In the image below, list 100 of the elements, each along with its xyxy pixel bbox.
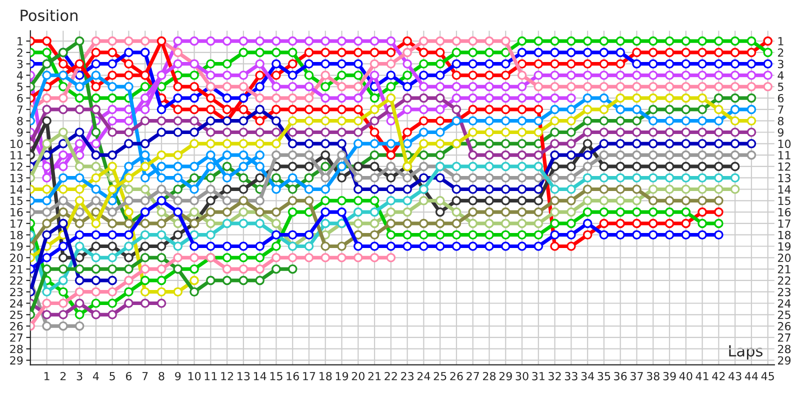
y2-tick-label: 7 bbox=[778, 106, 784, 114]
point bbox=[681, 207, 691, 217]
y-tick-label: 17 bbox=[10, 220, 23, 228]
point bbox=[419, 59, 428, 69]
point bbox=[140, 48, 150, 58]
point bbox=[435, 242, 445, 251]
point bbox=[746, 59, 756, 69]
point bbox=[190, 128, 199, 137]
point bbox=[500, 128, 510, 137]
point bbox=[58, 218, 68, 228]
point bbox=[124, 207, 134, 217]
point bbox=[91, 173, 101, 183]
point bbox=[648, 128, 658, 137]
point bbox=[320, 207, 330, 217]
point bbox=[337, 104, 346, 114]
point bbox=[74, 264, 84, 274]
point bbox=[599, 116, 609, 126]
point bbox=[304, 196, 314, 206]
point bbox=[288, 104, 298, 114]
point bbox=[468, 116, 478, 126]
x-tick-label: 11 bbox=[204, 372, 217, 380]
x-tick-label: 26 bbox=[450, 372, 463, 380]
point bbox=[500, 36, 510, 46]
point bbox=[468, 173, 478, 183]
point bbox=[370, 128, 380, 137]
point bbox=[746, 128, 756, 137]
x-tick-label: 5 bbox=[110, 372, 115, 380]
point bbox=[58, 139, 68, 148]
point bbox=[534, 242, 544, 251]
y-tick-label: 5 bbox=[17, 82, 22, 92]
x-tick-label: 16 bbox=[286, 372, 299, 380]
point bbox=[402, 196, 412, 206]
point bbox=[91, 139, 101, 148]
point bbox=[648, 218, 658, 228]
point bbox=[452, 104, 462, 114]
point bbox=[255, 252, 264, 262]
point bbox=[354, 36, 363, 46]
point bbox=[484, 70, 494, 80]
point bbox=[238, 184, 248, 194]
point bbox=[730, 70, 740, 80]
point bbox=[616, 48, 626, 58]
point bbox=[500, 150, 510, 160]
y2-tick-label: 21 bbox=[778, 265, 790, 274]
point bbox=[74, 150, 84, 160]
point bbox=[632, 48, 642, 58]
point bbox=[238, 104, 248, 114]
point bbox=[91, 252, 101, 262]
x-tick-label: 6 bbox=[126, 372, 132, 380]
point bbox=[517, 48, 527, 58]
point bbox=[42, 139, 52, 148]
x-tick-label: 36 bbox=[614, 372, 627, 380]
point bbox=[320, 184, 330, 194]
point bbox=[402, 173, 412, 183]
point bbox=[484, 173, 494, 183]
point bbox=[582, 116, 592, 126]
point bbox=[190, 116, 199, 126]
point bbox=[599, 93, 609, 103]
point bbox=[452, 230, 462, 240]
point bbox=[435, 116, 445, 126]
point bbox=[763, 48, 772, 58]
point bbox=[746, 82, 756, 92]
point bbox=[648, 184, 658, 194]
point bbox=[599, 70, 609, 80]
point bbox=[616, 207, 626, 217]
point bbox=[255, 264, 264, 274]
y2-tick-label: 13 bbox=[778, 174, 790, 182]
point bbox=[255, 173, 264, 183]
point bbox=[255, 48, 264, 58]
point bbox=[74, 82, 84, 92]
point bbox=[484, 128, 494, 137]
point bbox=[534, 207, 544, 217]
point bbox=[386, 59, 396, 69]
point bbox=[206, 150, 216, 160]
point bbox=[58, 298, 68, 308]
point bbox=[517, 218, 527, 228]
point bbox=[517, 196, 527, 206]
point bbox=[648, 173, 658, 183]
point bbox=[632, 116, 642, 126]
point bbox=[238, 207, 248, 217]
point bbox=[370, 173, 380, 183]
point bbox=[632, 59, 642, 69]
point bbox=[698, 150, 707, 160]
point bbox=[517, 184, 527, 194]
point bbox=[91, 287, 101, 296]
point bbox=[337, 48, 346, 58]
point bbox=[74, 218, 84, 228]
point bbox=[173, 162, 183, 172]
point bbox=[91, 104, 101, 114]
y2-tick-label: 27 bbox=[778, 333, 790, 342]
point bbox=[714, 173, 724, 183]
point bbox=[468, 230, 478, 240]
point bbox=[468, 104, 478, 114]
point bbox=[108, 70, 117, 80]
point bbox=[632, 82, 642, 92]
point bbox=[206, 128, 216, 137]
point bbox=[517, 104, 527, 114]
point bbox=[714, 230, 724, 240]
point bbox=[517, 173, 527, 183]
point bbox=[386, 36, 396, 46]
point bbox=[468, 70, 478, 80]
